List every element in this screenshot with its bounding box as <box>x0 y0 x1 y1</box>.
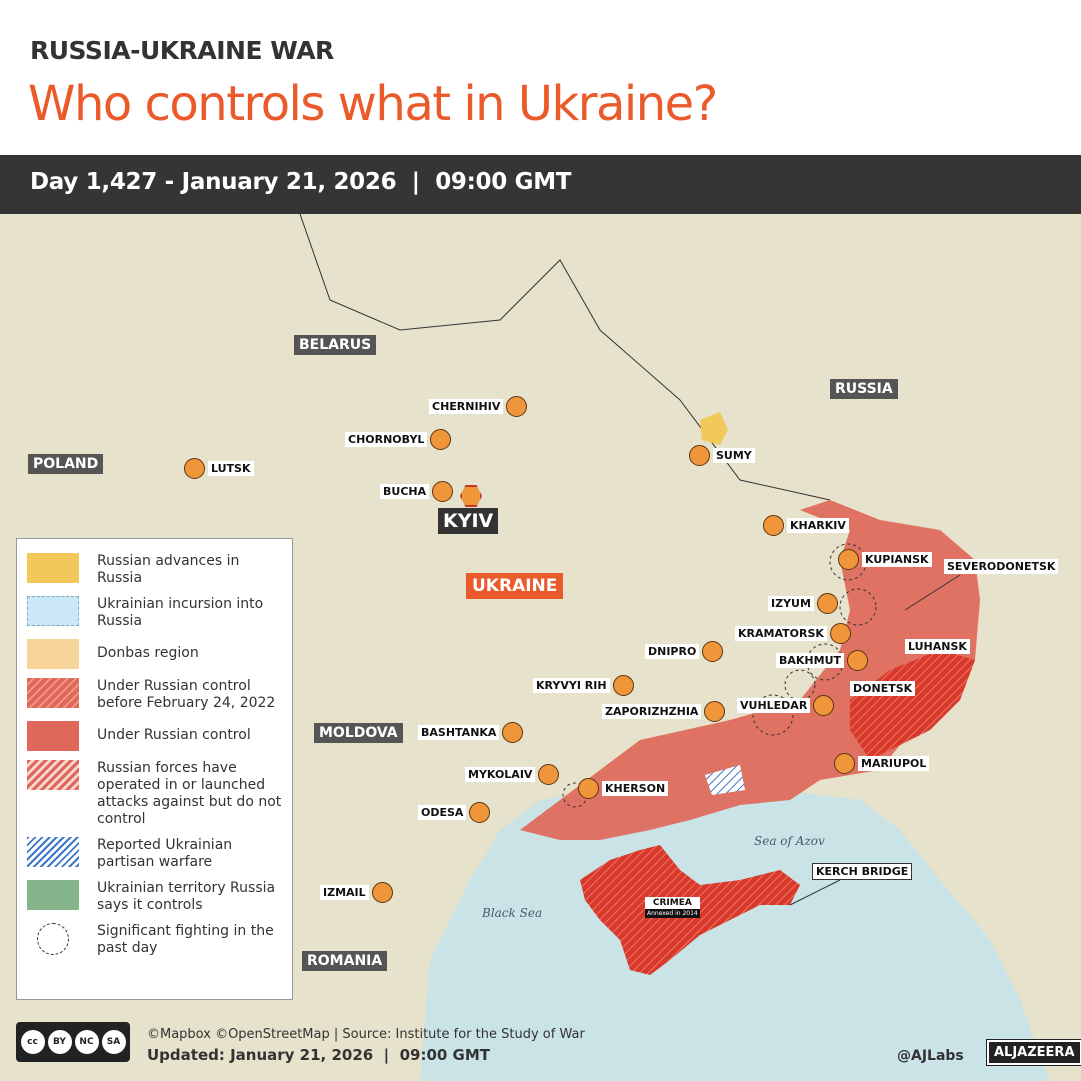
kerch-bridge-label: KERCH BRIDGE <box>812 863 913 880</box>
city-lutsk: LUTSK <box>184 458 254 479</box>
swatch-icon <box>27 880 79 910</box>
swatch-icon <box>27 837 79 867</box>
kicker: RUSSIA-UKRAINE WAR <box>30 36 334 65</box>
legend-item: Under Russian control before February 24… <box>27 678 282 712</box>
city-donetsk: DONETSK <box>850 681 916 696</box>
severodonetsk-leader <box>904 574 961 611</box>
city-bucha: BUCHA <box>380 481 454 502</box>
city-kharkiv: KHARKIV <box>763 515 849 536</box>
crimea-label: CRIMEA Annexed in 2014 <box>645 897 700 918</box>
aj-handle: @AJLabs <box>897 1048 964 1064</box>
country-label: POLAND <box>28 454 104 474</box>
country-label: MOLDOVA <box>314 723 403 743</box>
country-label: UKRAINE <box>466 573 564 599</box>
city-severodonetsk: SEVERODONETSK <box>944 559 1059 574</box>
capital-label: KYIV <box>438 508 499 534</box>
partisan-area <box>705 765 745 795</box>
occupied-area <box>520 500 980 840</box>
swatch-icon <box>27 639 79 669</box>
swatch-icon <box>27 596 79 626</box>
aljazeera-logo: ALJAZEERA <box>986 1039 1081 1066</box>
country-label: ROMANIA <box>302 951 388 971</box>
city-chernihiv: CHERNIHIV <box>429 396 528 417</box>
updated: Updated: January 21, 2026 | 09:00 GMT <box>147 1046 491 1064</box>
country-label: BELARUS <box>294 335 377 355</box>
credits: ©Mapbox ©OpenStreetMap | Source: Institu… <box>147 1027 585 1042</box>
swatch-icon <box>27 721 79 751</box>
kyiv-marker <box>460 485 482 507</box>
country-label: RUSSIA <box>830 379 898 399</box>
pre-2022-area <box>850 650 975 760</box>
legend-item: Reported Ukrainian partisan warfare <box>27 837 282 871</box>
city-chornobyl: CHORNOBYL <box>345 429 452 450</box>
swatch-icon <box>27 678 79 708</box>
kerch-bridge-leader <box>789 879 841 906</box>
legend-item: Ukrainian incursion into Russia <box>27 596 282 630</box>
city-dnipro: DNIPRO <box>645 641 724 662</box>
black-sea <box>420 760 1050 1081</box>
sea-label: Black Sea <box>482 906 543 920</box>
city-bakhmut: BAKHMUT <box>776 650 869 671</box>
legend-item: Donbas region <box>27 639 282 669</box>
city-bashtanka: BASHTANKA <box>418 722 524 743</box>
city-zaporizhzhia: ZAPORIZHZHIA <box>602 701 726 722</box>
legend-item: Russian advances in Russia <box>27 553 282 587</box>
legend-item: Significant fighting in the past day <box>27 923 282 957</box>
city-sumy: SUMY <box>689 445 755 466</box>
swatch-icon <box>27 760 79 790</box>
city-izyum: IZYUM <box>768 593 838 614</box>
cc-license-icon: cc BY NC SA <box>16 1022 130 1062</box>
map-shapes <box>299 214 1050 1081</box>
legend-item: Ukrainian territory Russia says it contr… <box>27 880 282 914</box>
legend: Russian advances in Russia Ukrainian inc… <box>16 538 293 1000</box>
city-mariupol: MARIUPOL <box>834 753 930 774</box>
city-izmail: IZMAIL <box>320 882 393 903</box>
day-line: Day 1,427 - January 21, 2026 | 09:00 GMT <box>0 155 1081 214</box>
city-vuhledar: VUHLEDAR <box>737 695 835 716</box>
dashed-circle-icon <box>37 923 69 955</box>
city-kryvyi-rih: KRYVYI RIH <box>533 675 634 696</box>
city-kupiansk: KUPIANSK <box>838 549 932 570</box>
sumy-advance-area <box>700 412 728 445</box>
city-luhansk: LUHANSK <box>905 639 970 654</box>
city-kherson: KHERSON <box>578 778 669 799</box>
swatch-icon <box>27 553 79 583</box>
sea-label: Sea of Azov <box>754 834 825 848</box>
city-kramatorsk: KRAMATORSK <box>735 623 851 644</box>
legend-item: Russian forces have operated in or launc… <box>27 760 282 828</box>
legend-item: Under Russian control <box>27 721 282 751</box>
page-title: Who controls what in Ukraine? <box>28 76 718 132</box>
city-odesa: ODESA <box>418 802 491 823</box>
city-mykolaiv: MYKOLAIV <box>465 764 560 785</box>
